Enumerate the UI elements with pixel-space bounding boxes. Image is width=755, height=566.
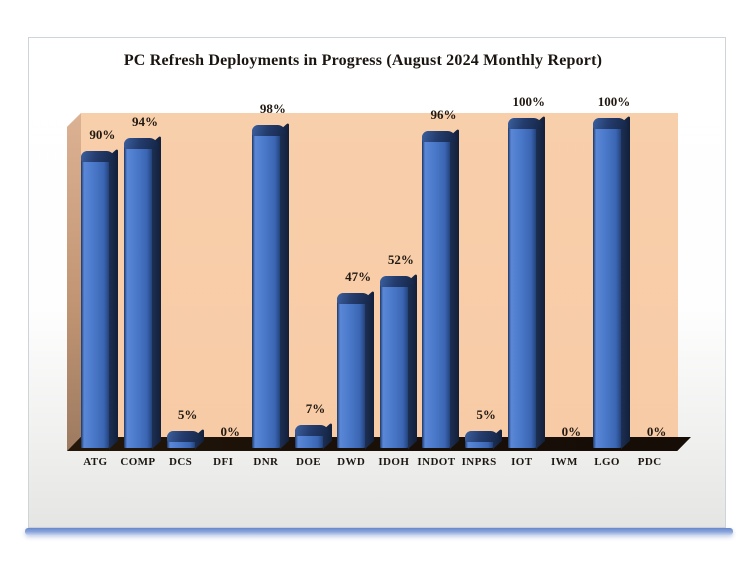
bar-top-face bbox=[337, 293, 372, 304]
bar-value-label: 0% bbox=[220, 424, 241, 439]
bar-value-label: 98% bbox=[259, 101, 286, 116]
bar-comp bbox=[123, 134, 161, 449]
bar-front-face bbox=[81, 151, 110, 448]
bar-indot bbox=[422, 127, 460, 449]
bar-value-label: 5% bbox=[177, 407, 198, 422]
bar-value-label: 47% bbox=[345, 269, 372, 284]
category-label: DCS bbox=[168, 456, 193, 468]
bar-side-face bbox=[535, 114, 545, 449]
category-label: DNR bbox=[253, 456, 279, 468]
bar-front-face bbox=[593, 118, 622, 448]
bar-top-face bbox=[294, 425, 329, 436]
bar-side-face bbox=[621, 114, 631, 449]
bar-side-face bbox=[365, 289, 375, 449]
bar-doe bbox=[294, 421, 332, 449]
bar-top-face bbox=[507, 118, 542, 129]
bar-side-face bbox=[151, 134, 161, 449]
bar-inprs bbox=[465, 427, 503, 449]
chart-title: PC Refresh Deployments in Progress (Augu… bbox=[123, 51, 603, 69]
bar-top-face bbox=[251, 125, 286, 136]
bar-side-face bbox=[450, 127, 460, 449]
bar-value-label: 100% bbox=[512, 94, 546, 109]
bar-side-face bbox=[279, 121, 289, 449]
bar-dwd bbox=[337, 289, 375, 449]
category-label: LGO bbox=[594, 456, 620, 468]
category-label: DWD bbox=[337, 456, 366, 468]
bar-value-label: 0% bbox=[646, 424, 667, 439]
category-label: DOE bbox=[296, 456, 322, 468]
category-label: ATG bbox=[83, 456, 108, 468]
bar-value-label: 0% bbox=[561, 424, 582, 439]
bar-value-label: 52% bbox=[387, 252, 414, 267]
bar-value-label: 94% bbox=[131, 114, 158, 129]
bar-value-label: 7% bbox=[305, 401, 326, 416]
bar-top-face bbox=[465, 431, 500, 442]
chart-side-wall bbox=[67, 113, 81, 451]
bar-front-face bbox=[337, 293, 366, 448]
bar-value-label: 5% bbox=[476, 407, 496, 422]
category-label: DFI bbox=[213, 456, 234, 468]
bar-atg bbox=[81, 147, 119, 449]
bar-side-face bbox=[109, 147, 119, 449]
bar-side-face bbox=[407, 272, 417, 449]
accent-strip bbox=[25, 528, 733, 535]
bar-front-face bbox=[379, 276, 408, 448]
bar-top-face bbox=[123, 138, 158, 149]
chart-back-wall bbox=[81, 113, 678, 437]
bar-top-face bbox=[422, 131, 457, 142]
bar-top-face bbox=[81, 151, 116, 162]
bar-dnr bbox=[251, 121, 289, 449]
bar-dcs bbox=[166, 427, 204, 449]
bar-front-face bbox=[251, 125, 280, 448]
bar-idoh bbox=[379, 272, 417, 449]
bar-top-face bbox=[166, 431, 201, 442]
bar-top-face bbox=[379, 276, 414, 287]
bar-front-face bbox=[422, 131, 451, 448]
category-label: PDC bbox=[637, 456, 662, 468]
slide-card: PC Refresh Deployments in Progress (Augu… bbox=[28, 37, 726, 528]
category-label: INDOT bbox=[417, 456, 456, 468]
category-label: IWM bbox=[550, 456, 578, 468]
bar-iot bbox=[507, 114, 545, 449]
bar-front-face bbox=[507, 118, 536, 448]
bar-top-face bbox=[593, 118, 628, 129]
bar-lgo bbox=[593, 114, 631, 449]
bar-front-face bbox=[123, 138, 152, 448]
bar-value-label: 96% bbox=[430, 107, 457, 122]
category-label: COMP bbox=[120, 456, 156, 468]
bar-value-label: 90% bbox=[89, 127, 116, 142]
bar-chart-3d: 90% ATG 94% COMP 5% DCS 0% DFI 98% DNR 7% DOE 47% DWD… bbox=[29, 38, 727, 529]
category-label: IOT bbox=[511, 456, 533, 468]
category-label: INPRS bbox=[461, 456, 497, 468]
category-label: IDOH bbox=[378, 456, 410, 468]
bar-value-label: 100% bbox=[597, 94, 631, 109]
